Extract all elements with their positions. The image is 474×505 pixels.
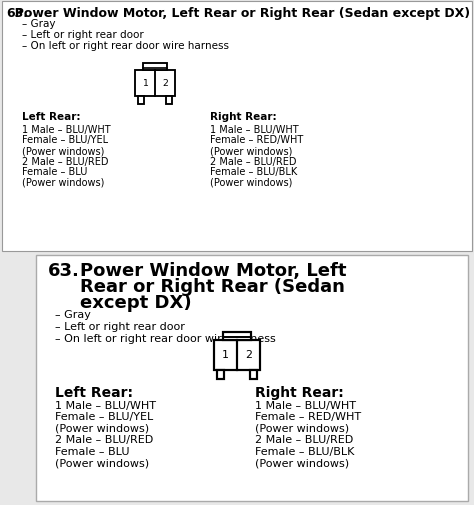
- Bar: [250, 370, 257, 379]
- Text: Female – RED/WHT: Female – RED/WHT: [255, 412, 361, 422]
- Text: Left Rear:: Left Rear:: [22, 112, 81, 122]
- Text: 2 Male – BLU/RED: 2 Male – BLU/RED: [255, 435, 353, 444]
- Bar: [166, 96, 172, 105]
- Text: 1: 1: [142, 78, 148, 87]
- Text: – On left or right rear door wire harness: – On left or right rear door wire harnes…: [55, 333, 276, 343]
- Text: Female – BLU: Female – BLU: [55, 446, 129, 456]
- Text: – On left or right rear door wire harness: – On left or right rear door wire harnes…: [22, 41, 229, 51]
- Text: Female – BLU/YEL: Female – BLU/YEL: [55, 412, 153, 422]
- Text: Female – BLU/BLK: Female – BLU/BLK: [255, 446, 355, 456]
- Text: Right Rear:: Right Rear:: [210, 112, 277, 122]
- Text: 2 Male – BLU/RED: 2 Male – BLU/RED: [210, 156, 297, 166]
- Bar: [135, 71, 175, 96]
- Text: 1 Male – BLU/WHT: 1 Male – BLU/WHT: [255, 400, 356, 410]
- Text: (Power windows): (Power windows): [255, 458, 349, 468]
- Text: – Gray: – Gray: [55, 310, 91, 319]
- Text: Power Window Motor, Left Rear or Right Rear (Sedan except DX): Power Window Motor, Left Rear or Right R…: [6, 7, 470, 20]
- Text: 1 Male – BLU/WHT: 1 Male – BLU/WHT: [55, 400, 156, 410]
- Text: 1 Male – BLU/WHT: 1 Male – BLU/WHT: [210, 125, 299, 135]
- Text: – Left or right rear door: – Left or right rear door: [55, 321, 185, 331]
- Text: (Power windows): (Power windows): [22, 146, 104, 156]
- Bar: [143, 64, 167, 71]
- Text: Right Rear:: Right Rear:: [255, 385, 344, 399]
- Text: – Left or right rear door: – Left or right rear door: [22, 30, 144, 40]
- Text: 63.: 63.: [48, 262, 80, 279]
- Text: 2 Male – BLU/RED: 2 Male – BLU/RED: [55, 435, 153, 444]
- Bar: [223, 332, 251, 341]
- Text: 2: 2: [162, 78, 168, 87]
- Text: Power Window Motor, Left: Power Window Motor, Left: [80, 262, 346, 279]
- Text: Female – BLU/YEL: Female – BLU/YEL: [22, 135, 108, 145]
- Text: 63.: 63.: [6, 7, 28, 20]
- Text: (Power windows): (Power windows): [22, 177, 104, 187]
- Text: (Power windows): (Power windows): [255, 423, 349, 433]
- Text: (Power windows): (Power windows): [210, 177, 292, 187]
- Text: (Power windows): (Power windows): [55, 458, 149, 468]
- Text: Female – BLU/BLK: Female – BLU/BLK: [210, 167, 297, 177]
- Bar: [214, 341, 260, 370]
- Text: Rear or Right Rear (Sedan: Rear or Right Rear (Sedan: [80, 277, 345, 295]
- Bar: [217, 370, 224, 379]
- Text: 2: 2: [245, 349, 252, 359]
- Text: Left Rear:: Left Rear:: [55, 385, 133, 399]
- Text: Female – RED/WHT: Female – RED/WHT: [210, 135, 303, 145]
- Text: 1: 1: [222, 349, 229, 359]
- Bar: [138, 96, 144, 105]
- Text: except DX): except DX): [80, 293, 191, 312]
- Text: – Gray: – Gray: [22, 19, 55, 29]
- Text: 2 Male – BLU/RED: 2 Male – BLU/RED: [22, 156, 109, 166]
- Text: (Power windows): (Power windows): [55, 423, 149, 433]
- Text: Female – BLU: Female – BLU: [22, 167, 87, 177]
- Text: 1 Male – BLU/WHT: 1 Male – BLU/WHT: [22, 125, 110, 135]
- Text: (Power windows): (Power windows): [210, 146, 292, 156]
- FancyBboxPatch shape: [2, 2, 472, 251]
- FancyBboxPatch shape: [36, 256, 468, 501]
